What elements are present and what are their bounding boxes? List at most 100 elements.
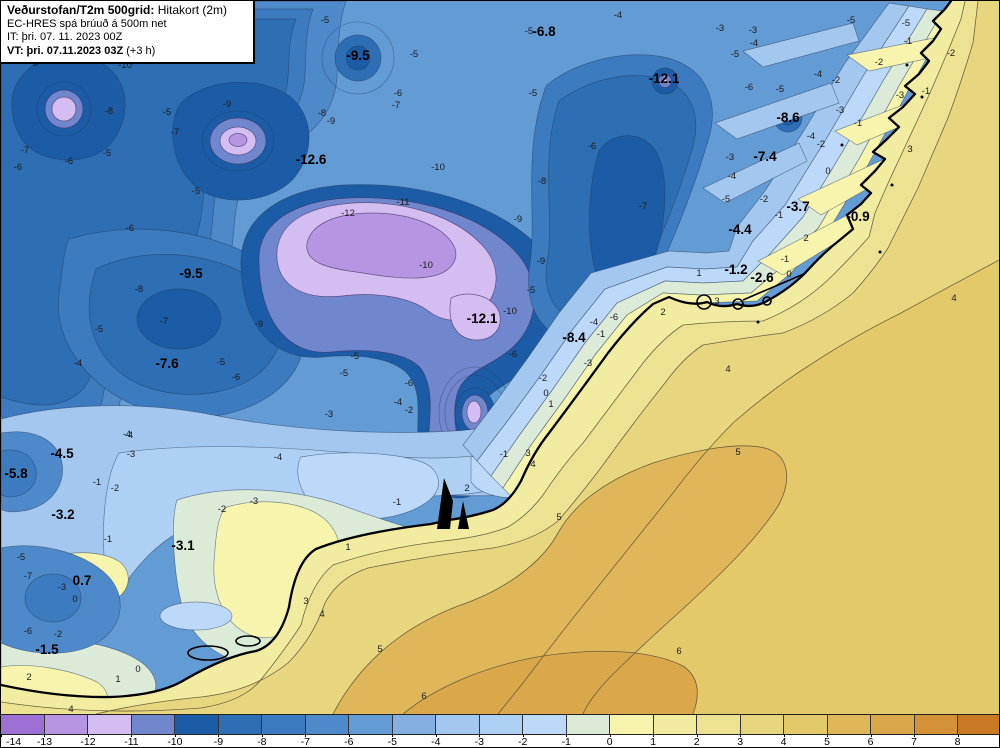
contour-label: -4 bbox=[807, 131, 815, 142]
contour-label: -4 bbox=[728, 171, 736, 182]
contour-label: -12 bbox=[341, 208, 355, 219]
extreme-value-label: -3.2 bbox=[51, 507, 74, 522]
colorbar-tick-label: -5 bbox=[387, 736, 397, 748]
contour-label: -1 bbox=[922, 86, 930, 97]
colorbar-cell bbox=[304, 715, 349, 734]
colorbar-cell bbox=[522, 715, 566, 734]
ocean-contour-4 bbox=[497, 259, 999, 714]
contour-label: 3 bbox=[714, 296, 719, 307]
contour-label: 1 bbox=[696, 268, 701, 279]
extreme-value-label: -0.9 bbox=[846, 209, 869, 224]
extreme-value-label: -12.6 bbox=[296, 152, 327, 167]
colorbar-cell bbox=[174, 715, 218, 734]
contour-label: -5 bbox=[529, 88, 537, 99]
contour-label: -8 bbox=[105, 106, 113, 117]
contour-label: -1 bbox=[775, 210, 783, 221]
contour-ring bbox=[201, 110, 275, 172]
contour-label: -5 bbox=[525, 26, 533, 37]
contour-label: -2 bbox=[947, 48, 955, 59]
colorbar-cell bbox=[565, 715, 610, 734]
contour-label: -3 bbox=[127, 449, 135, 460]
contour-label: -9 bbox=[255, 319, 263, 330]
contour-label: -3 bbox=[726, 152, 734, 163]
contour-label: 4 bbox=[951, 293, 956, 304]
contour-label: -5 bbox=[722, 194, 730, 205]
leftedge-m8a bbox=[1, 449, 37, 498]
extreme-value-label: -8.6 bbox=[776, 110, 800, 125]
extreme-value-label: -1.5 bbox=[35, 642, 59, 657]
title-line-2: EC-HRES spá brúuð á 500m net bbox=[7, 17, 167, 30]
colorbar-tick-label: 0 bbox=[606, 736, 613, 748]
contour-label: -4 bbox=[394, 397, 402, 408]
contour-label: -3 bbox=[250, 496, 258, 507]
product-title: Veðurstofan/T2m 500grid: bbox=[7, 3, 155, 17]
contour-label: -6 bbox=[14, 162, 22, 173]
colorbar-cell bbox=[609, 715, 653, 734]
extreme-value-label: -4.5 bbox=[50, 446, 74, 461]
contour-label: 5 bbox=[735, 447, 740, 458]
contour-label: -4 bbox=[123, 429, 131, 440]
contour-label: -1 bbox=[781, 254, 789, 265]
colorbar-cell bbox=[87, 715, 131, 734]
lagoon-water bbox=[159, 601, 233, 631]
contour-label: -6 bbox=[65, 156, 73, 167]
colorbar-tick-mark bbox=[348, 734, 350, 737]
contour-ring bbox=[36, 81, 92, 137]
spot-126-core bbox=[228, 133, 248, 147]
contour-label: -5 bbox=[192, 186, 200, 197]
contour-label: -6 bbox=[745, 82, 753, 93]
contour-label: -1 bbox=[500, 449, 508, 460]
contour-label: -7 bbox=[21, 145, 29, 156]
contour-label: -6 bbox=[232, 372, 240, 383]
spot-corner-lavender bbox=[51, 96, 77, 122]
colorbar-tick-mark bbox=[435, 734, 437, 737]
colorbar-tick-mark bbox=[783, 734, 785, 737]
contour-label: 4 bbox=[319, 609, 324, 620]
leftedge-m8b bbox=[24, 573, 82, 623]
contour-label: -8 bbox=[318, 108, 326, 119]
colorbar-tick-mark bbox=[566, 734, 568, 737]
colorbar-cell bbox=[217, 715, 262, 734]
colorbar-tick-mark bbox=[131, 734, 133, 737]
colorbar-tick-label: 8 bbox=[954, 736, 961, 748]
contour-label: -1 bbox=[393, 497, 401, 508]
colorbar-tick-label: -7 bbox=[300, 736, 311, 748]
colorbar-tick-label: -4 bbox=[431, 736, 441, 748]
contour-label: 3 bbox=[907, 144, 912, 155]
contour-label: -9 bbox=[223, 99, 231, 110]
colorbar-tick-label: -10 bbox=[167, 736, 183, 748]
contour-label: -9 bbox=[537, 256, 545, 267]
fjord-stripe-2 bbox=[714, 82, 840, 140]
colorbar-tick-label: -2 bbox=[518, 736, 528, 748]
contour-label: -2 bbox=[832, 75, 840, 86]
contour-label: -3 bbox=[896, 90, 904, 101]
ocean-band-5 bbox=[333, 445, 787, 714]
colorbar-tick-mark bbox=[44, 734, 46, 737]
colorbar-cell bbox=[913, 715, 958, 734]
colorbar-tick-mark bbox=[957, 734, 959, 737]
contour-label: -1 bbox=[904, 36, 912, 47]
contour-label: 2 bbox=[464, 483, 469, 494]
colorbar-ticks: -14 -13 -12 -11 -10 -9 -8 -7 -6 -5 -4 -3 -2 -1 0 1 2 3 4 5 6… bbox=[1, 734, 999, 748]
extreme-value-label: -5.8 bbox=[4, 466, 28, 481]
colorbar-cell bbox=[391, 715, 436, 734]
contour-label: 0 bbox=[786, 269, 791, 280]
colorbar-cell bbox=[43, 715, 88, 734]
contour-label: -7 bbox=[392, 100, 400, 111]
contour-label: -8 bbox=[135, 284, 143, 295]
colorbar-tick-label: 1 bbox=[650, 736, 657, 748]
contour-label: -5 bbox=[217, 357, 225, 368]
lagoon-outline bbox=[762, 296, 772, 306]
contour-label: -5 bbox=[731, 49, 739, 60]
colorbar-tick-mark bbox=[174, 734, 176, 737]
contour-label: -4 bbox=[614, 10, 622, 21]
map-canvas: -8-10-8-5-9-7-7-6-5-6-5-6-8-7-5-4-9-5-6-… bbox=[1, 1, 999, 714]
skerry-dot bbox=[905, 63, 909, 67]
contour-label: 2 bbox=[26, 672, 31, 683]
ocean-contour-3 bbox=[95, 1, 979, 714]
title-line-4: VT: þri. 07.11.2023 03Z (+3 h) bbox=[7, 45, 247, 59]
colorbar-cell bbox=[130, 715, 175, 734]
extreme-value-label: -7.6 bbox=[155, 356, 179, 371]
contour-label: -4 bbox=[74, 358, 82, 369]
contour-label: -5 bbox=[321, 15, 329, 26]
